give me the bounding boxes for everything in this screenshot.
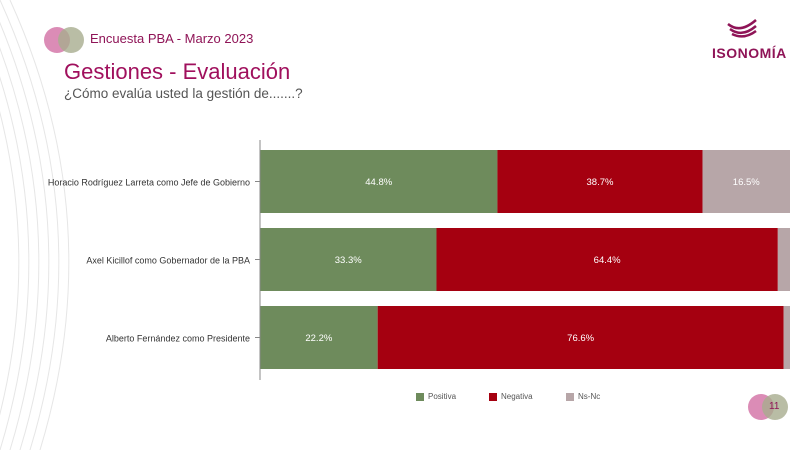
data-label: 33.3% — [335, 255, 362, 266]
brand-name: ISONOMÍA — [712, 45, 787, 61]
bar-ns-nc-1 — [777, 228, 790, 291]
bar-negativa-2 — [377, 306, 784, 369]
bar-positiva-1 — [260, 228, 437, 291]
data-label: 64.4% — [594, 255, 621, 266]
bar-positiva-0 — [260, 150, 498, 213]
data-label: 44.8% — [365, 177, 392, 188]
bar-positiva-2 — [260, 306, 378, 369]
bar-ns-nc-0 — [702, 150, 790, 213]
data-label: 22.2% — [305, 333, 332, 344]
data-label: 76.6% — [567, 333, 594, 344]
decorative-curves — [0, 0, 70, 450]
header-logo-circles — [44, 27, 84, 53]
legend-swatch — [566, 392, 574, 401]
bar-negativa-0 — [497, 150, 703, 213]
legend-label: Negativa — [501, 392, 533, 401]
survey-label: Encuesta PBA - Marzo 2023 — [90, 31, 254, 46]
legend-negativa: Negativa — [489, 392, 533, 401]
legend-swatch — [416, 392, 424, 401]
data-label: 16.5% — [733, 177, 760, 188]
category-label: Alberto Fernández como Presidente — [106, 334, 250, 344]
page-subtitle: ¿Cómo evalúa usted la gestión de.......? — [64, 86, 303, 101]
data-label: 38.7% — [587, 177, 614, 188]
bar-ns-nc-2 — [783, 306, 790, 369]
legend-positiva: Positiva — [416, 392, 456, 401]
category-label: Horacio Rodríguez Larreta como Jefe de G… — [48, 178, 250, 188]
category-label: Axel Kicillof como Gobernador de la PBA — [86, 256, 250, 266]
brand-logo: ISONOMÍA — [712, 18, 787, 61]
legend-label: Ns-Nc — [578, 392, 601, 401]
brand-waves-icon — [727, 19, 757, 38]
bar-negativa-1 — [436, 228, 778, 291]
legend-nsnc: Ns-Nc — [566, 392, 600, 401]
page-number: 11 — [769, 401, 780, 412]
legend-swatch — [489, 392, 497, 401]
legend-label: Positiva — [428, 392, 457, 401]
page-number-badge: 11 — [748, 394, 790, 420]
page-title: Gestiones - Evaluación — [64, 59, 291, 84]
